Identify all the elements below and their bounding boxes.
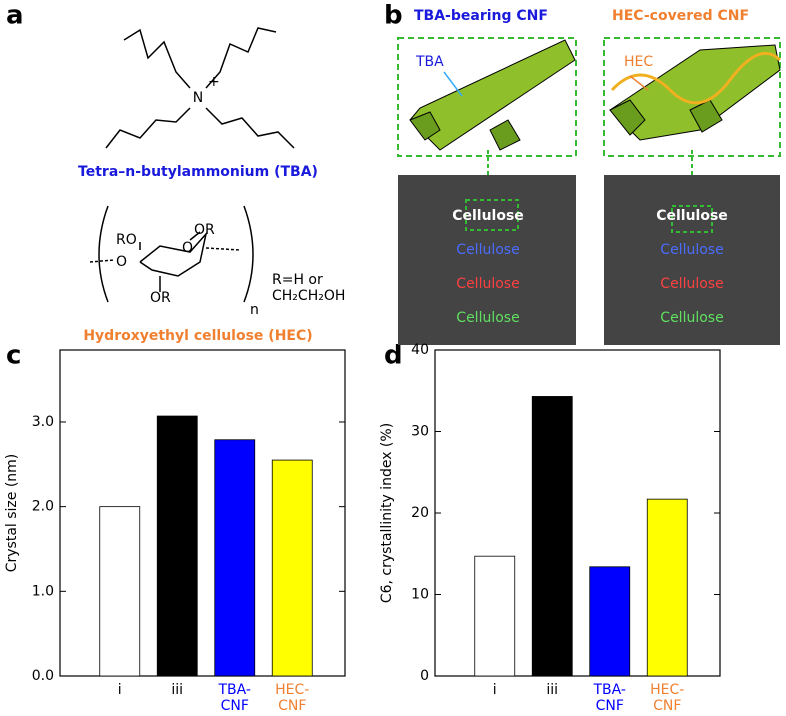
x-tick-label: TBA-CNF bbox=[593, 682, 626, 714]
illustration bbox=[397, 37, 782, 345]
x-tick-label: i bbox=[493, 682, 497, 698]
x-tick-label: iii bbox=[546, 682, 558, 698]
panel-label: b bbox=[384, 1, 403, 31]
plot-frame bbox=[59, 349, 346, 677]
y-tick-label: 1.0 bbox=[32, 583, 54, 599]
r-definition: CH₂CH₂OH bbox=[272, 288, 345, 304]
bar bbox=[474, 555, 516, 677]
panel-label: c bbox=[6, 341, 21, 371]
photo-text: Cellulose bbox=[452, 208, 524, 224]
y-tick-label: 30 bbox=[411, 424, 429, 440]
ring-label: O bbox=[116, 254, 127, 270]
ring-label: RO bbox=[116, 232, 137, 248]
y-tick-label: 0.0 bbox=[32, 668, 54, 684]
compound-name: Tetra–n-butylammonium (TBA) bbox=[78, 164, 318, 180]
panel-title: TBA-bearing CNF bbox=[414, 8, 548, 24]
y-axis-label: Crystal size (nm) bbox=[4, 454, 20, 573]
bar bbox=[646, 498, 688, 677]
compound-name: Hydroxyethyl cellulose (HEC) bbox=[83, 328, 312, 344]
photo-text: Cellulose bbox=[656, 208, 728, 224]
photo-text: Cellulose bbox=[660, 276, 723, 292]
x-tick-label: HEC-CNF bbox=[275, 682, 309, 714]
panel-label: a bbox=[6, 1, 24, 31]
bar bbox=[214, 439, 256, 677]
charge: + bbox=[208, 74, 220, 90]
callout: TBA bbox=[415, 54, 444, 70]
x-tick-label: TBA-CNF bbox=[218, 682, 251, 714]
tba-structure bbox=[105, 27, 295, 149]
photo-text: Cellulose bbox=[456, 310, 519, 326]
y-tick-label: 0 bbox=[420, 668, 429, 684]
ring-label: OR bbox=[194, 222, 215, 238]
panel-title: HEC-covered CNF bbox=[612, 8, 749, 24]
ring-label: OR bbox=[150, 290, 171, 306]
bar bbox=[99, 506, 141, 677]
x-tick-label: HEC-CNF bbox=[650, 682, 684, 714]
y-tick-label: 2.0 bbox=[32, 499, 54, 515]
bar bbox=[156, 415, 198, 677]
y-tick-label: 10 bbox=[411, 587, 429, 603]
atom-label: N bbox=[193, 90, 203, 106]
repeat-unit: n bbox=[250, 302, 259, 318]
bar bbox=[531, 396, 573, 677]
y-tick-label: 3.0 bbox=[32, 414, 54, 430]
photo-text: Cellulose bbox=[660, 310, 723, 326]
y-tick-label: 40 bbox=[411, 342, 429, 358]
hec-structure bbox=[89, 205, 254, 303]
x-tick-label: i bbox=[118, 682, 122, 698]
callout: HEC bbox=[624, 54, 653, 70]
photo-text: Cellulose bbox=[456, 276, 519, 292]
y-axis-label: C6, crystallinity index (%) bbox=[379, 423, 395, 603]
x-tick-label: iii bbox=[171, 682, 183, 698]
y-tick-label: 20 bbox=[411, 505, 429, 521]
bar bbox=[589, 566, 631, 677]
bar bbox=[271, 459, 313, 677]
ring-label: O bbox=[182, 240, 193, 256]
photo-text: Cellulose bbox=[660, 242, 723, 258]
r-definition: R=H or bbox=[272, 272, 323, 288]
photo-text: Cellulose bbox=[456, 242, 519, 258]
panel-label: d bbox=[384, 341, 403, 371]
